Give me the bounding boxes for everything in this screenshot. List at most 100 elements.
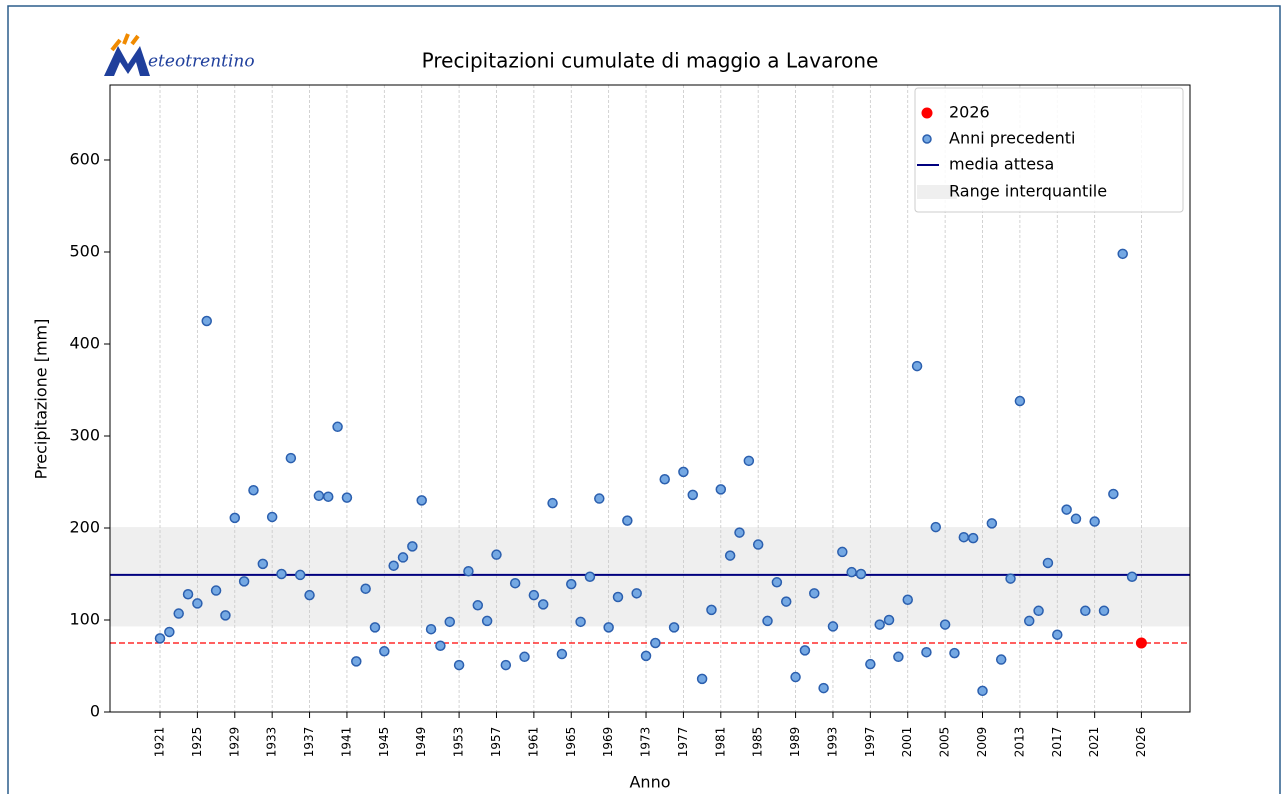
- point: [463, 565, 474, 577]
- legend-label: 2026: [949, 103, 990, 122]
- point: [1108, 488, 1119, 500]
- point: [743, 455, 755, 467]
- point: [220, 610, 231, 621]
- point: [416, 495, 427, 506]
- point: [986, 518, 998, 529]
- point: [201, 315, 212, 327]
- point: [276, 568, 287, 580]
- x-tick-label: 2021: [1087, 727, 1101, 758]
- point: [304, 589, 315, 601]
- plot-frame: [109, 84, 1191, 713]
- point: [509, 577, 521, 589]
- point: [640, 650, 652, 662]
- point: [594, 493, 605, 504]
- point: [407, 541, 418, 552]
- point: [883, 614, 895, 626]
- x-tick-label: 1977: [676, 727, 690, 758]
- point: [379, 646, 390, 657]
- x-tick-label: 1961: [526, 727, 540, 758]
- point: [285, 452, 297, 464]
- point: [902, 594, 913, 606]
- x-tick-label: 1953: [452, 727, 466, 758]
- point: [481, 615, 493, 627]
- y-tick-label: 200: [69, 517, 100, 536]
- logo-icon: [104, 33, 150, 76]
- point: [575, 616, 586, 628]
- point: [874, 619, 885, 630]
- point: [893, 651, 904, 663]
- x-tick-label: 2005: [938, 727, 952, 758]
- x-tick-label: 1921: [153, 727, 167, 758]
- point: [313, 490, 325, 502]
- x-tick-label: 2017: [1050, 727, 1064, 758]
- point: [229, 512, 241, 524]
- point: [762, 615, 773, 627]
- point: [528, 589, 540, 601]
- point: [1098, 605, 1110, 617]
- point: [1052, 629, 1063, 640]
- point: [818, 682, 829, 694]
- point: [397, 552, 409, 563]
- legend-swatch: [922, 134, 932, 144]
- point: [706, 604, 717, 616]
- point: [1126, 571, 1138, 583]
- point: [799, 645, 811, 656]
- point: [949, 647, 960, 659]
- point: [827, 621, 839, 632]
- point: [294, 569, 306, 581]
- point: [659, 473, 670, 485]
- legend-box: [914, 87, 1184, 213]
- point: [622, 515, 633, 526]
- y-tick-label: 600: [69, 149, 100, 168]
- point: [865, 658, 876, 670]
- point: [566, 578, 577, 590]
- point: [734, 527, 745, 538]
- point: [977, 685, 988, 697]
- legend-swatch: [917, 185, 957, 199]
- x-tick-label: 1969: [601, 727, 615, 758]
- point: [995, 654, 1007, 665]
- point: [855, 568, 867, 580]
- y-tick-label: 0: [90, 702, 100, 721]
- point: [771, 577, 783, 588]
- point: [500, 659, 512, 671]
- point: [724, 550, 736, 561]
- x-tick-label: 1941: [339, 727, 353, 758]
- point: [257, 558, 269, 570]
- x-tick-label: 1997: [863, 727, 877, 758]
- point: [360, 583, 371, 594]
- point: [388, 560, 399, 571]
- point: [453, 659, 465, 671]
- point: [182, 588, 194, 600]
- point: [1089, 516, 1100, 527]
- point: [715, 484, 727, 495]
- y-axis-label: Precipitazione [mm]: [32, 319, 51, 480]
- x-tick-label: 1925: [190, 727, 204, 758]
- point: [472, 600, 484, 611]
- point: [238, 576, 250, 587]
- x-tick-label: 1993: [825, 727, 839, 758]
- point: [650, 637, 661, 649]
- point: [266, 511, 278, 523]
- point: [612, 591, 624, 603]
- chart-title: Precipitazioni cumulate di maggio a Lava…: [422, 49, 879, 73]
- x-tick-label: 1965: [564, 727, 578, 758]
- point: [837, 546, 848, 558]
- x-tick-label: 1933: [265, 727, 279, 758]
- point: [547, 497, 558, 509]
- x-tick-label: 2001: [900, 727, 914, 758]
- x-tick-label: 1937: [302, 727, 316, 758]
- point: [1117, 248, 1128, 260]
- point: [911, 360, 923, 372]
- point: [1070, 513, 1082, 525]
- point: [341, 492, 353, 503]
- point: [967, 532, 979, 544]
- point: [351, 656, 362, 667]
- legend-swatch: [921, 107, 933, 119]
- frame: [7, 5, 1281, 798]
- point: [631, 588, 642, 599]
- point: [322, 491, 334, 502]
- point: [248, 485, 259, 496]
- point: [164, 626, 175, 638]
